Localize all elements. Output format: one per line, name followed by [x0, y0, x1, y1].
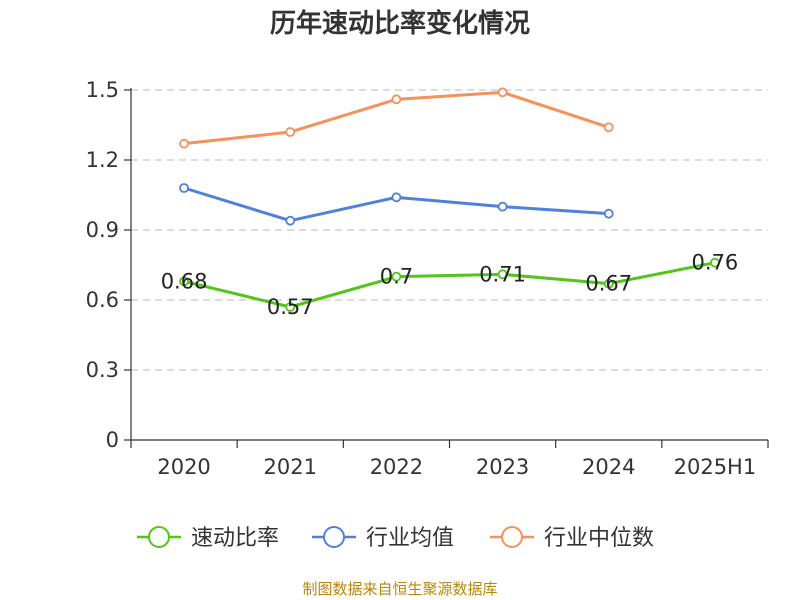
legend-item[interactable]: 速动比率 — [137, 526, 279, 551]
legend-label: 速动比率 — [191, 526, 279, 551]
x-tick-label: 2025H1 — [674, 455, 757, 479]
series-point[interactable] — [179, 138, 189, 149]
series-point[interactable] — [285, 215, 296, 226]
chart-title: 历年速动比率变化情况 — [270, 8, 530, 39]
legend-label: 行业中位数 — [544, 526, 654, 551]
series-group — [179, 87, 720, 312]
series-point[interactable] — [391, 192, 402, 203]
series-point[interactable] — [179, 183, 189, 193]
series-point[interactable] — [497, 201, 508, 212]
legend-marker — [323, 526, 345, 548]
data-labels: 0.68 0.57 0.7 0.71 0.67 0.76 — [161, 251, 739, 319]
series-point[interactable] — [603, 122, 614, 133]
data-label: 0.7 — [380, 265, 413, 289]
x-tick-label: 2022 — [370, 455, 423, 479]
series-line — [183, 261, 716, 309]
y-tick-label: 0.6 — [86, 288, 119, 312]
series-point[interactable] — [285, 127, 296, 137]
grid-lines — [131, 89, 768, 371]
y-tick-label: 1.2 — [86, 148, 119, 172]
series-point[interactable] — [179, 276, 189, 287]
data-label: 0.71 — [479, 262, 526, 286]
x-tick-label: 2023 — [476, 455, 529, 479]
x-tick-label: 2024 — [582, 455, 635, 479]
data-label: 0.67 — [585, 272, 632, 296]
legend[interactable]: 速动比率 行业均值 行业中位数 — [137, 526, 654, 551]
series-point[interactable] — [391, 271, 402, 282]
legend-item[interactable]: 行业均值 — [312, 526, 454, 551]
data-label: 0.57 — [267, 295, 314, 319]
data-label: 0.76 — [692, 251, 739, 275]
legend-item[interactable]: 行业中位数 — [490, 526, 654, 551]
series-point[interactable] — [603, 278, 614, 289]
x-tick-label: 2020 — [157, 455, 210, 479]
legend-marker — [501, 526, 523, 548]
series-point[interactable] — [391, 94, 402, 105]
data-label: 0.68 — [161, 269, 208, 293]
series-point[interactable] — [497, 87, 508, 98]
series-point[interactable] — [285, 302, 296, 312]
y-tick-label: 0.3 — [86, 358, 119, 382]
series-point[interactable] — [710, 257, 720, 268]
axes: 0 0.3 0.6 0.9 1.2 1.5 2020 2021 2022 2023 2024 2025… — [86, 78, 769, 479]
legend-label: 行业均值 — [366, 526, 454, 551]
y-tick-label: 1.5 — [86, 78, 119, 102]
y-tick-label: 0 — [106, 428, 119, 452]
series-point[interactable] — [497, 269, 508, 280]
x-tick-label: 2021 — [264, 455, 317, 479]
legend-marker — [148, 526, 170, 548]
y-tick-label: 0.9 — [86, 218, 119, 242]
series-point[interactable] — [603, 208, 614, 219]
source-note: 制图数据来自恒生聚源数据库 — [302, 580, 497, 598]
